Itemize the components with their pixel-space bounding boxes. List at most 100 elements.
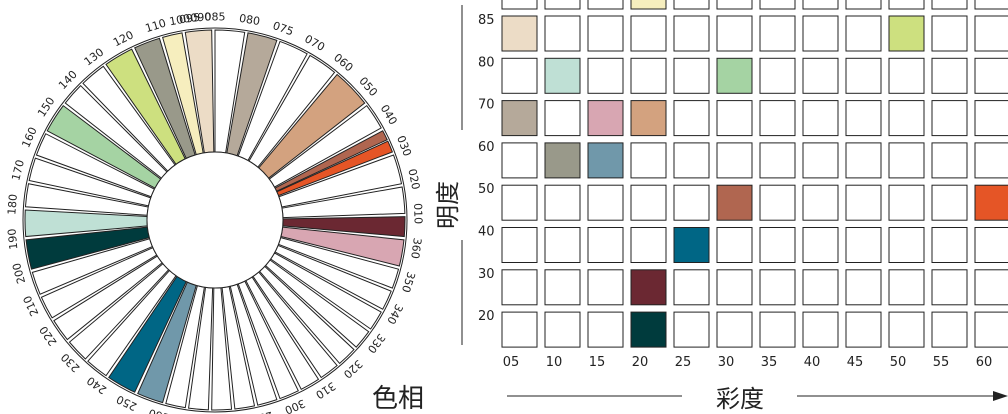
grid-cell xyxy=(931,57,968,94)
row-label: 50 xyxy=(478,182,495,197)
column-label: 35 xyxy=(761,355,778,370)
grid-cell xyxy=(716,184,753,221)
grid-cell xyxy=(931,311,968,348)
grid-cell xyxy=(630,184,667,221)
grid-cell xyxy=(716,311,753,348)
grid-cell xyxy=(759,100,796,137)
grid-cell xyxy=(673,142,710,179)
hue-label: 100 xyxy=(168,12,191,28)
grid-cell xyxy=(544,184,581,221)
hue-label: 110 xyxy=(144,17,168,36)
grid-cell xyxy=(673,184,710,221)
grid-cell xyxy=(845,15,882,52)
hue-wheel: 085 080 0750700600500400300200103603503403… xyxy=(5,10,424,414)
hue-label: 170 xyxy=(9,158,27,182)
grid-cell xyxy=(759,184,796,221)
tone-grid: 明度 85 80 70 60 50 40 30 20 05 10 15 20 25 30 35 40 45 50… xyxy=(434,0,1008,413)
row-label: 20 xyxy=(478,309,495,324)
hue-label: 085 xyxy=(205,11,226,24)
column-label: 10 xyxy=(546,355,563,370)
grid-cell xyxy=(802,57,839,94)
hue-label: 290 xyxy=(250,409,273,414)
hue-label: 250 xyxy=(114,392,139,413)
grid-cell xyxy=(888,57,925,94)
row-label: 70 xyxy=(478,98,495,113)
grid-cell xyxy=(630,57,667,94)
x-axis-arrow-icon xyxy=(993,391,1008,401)
hue-label: 075 xyxy=(271,19,295,38)
hue-label: 160 xyxy=(19,125,39,149)
grid-cell xyxy=(888,269,925,306)
grid-cell xyxy=(501,100,538,137)
hue-label: 350 xyxy=(399,270,418,294)
grid-cell xyxy=(716,0,753,10)
grid-cell xyxy=(888,100,925,137)
hue-label: 300 xyxy=(283,396,307,414)
grid-cell xyxy=(716,227,753,263)
grid-cell xyxy=(759,227,796,263)
grid-cell xyxy=(501,15,538,52)
column-label: 55 xyxy=(933,355,950,370)
grid-cell xyxy=(673,57,710,94)
grid-cell xyxy=(888,0,925,10)
grid-cell xyxy=(630,311,667,348)
row-label: 60 xyxy=(478,140,495,155)
grid-cell xyxy=(544,227,581,263)
grid-cell xyxy=(888,184,925,221)
grid-cell xyxy=(845,142,882,179)
column-label: 30 xyxy=(718,355,735,370)
grid-cell xyxy=(673,311,710,348)
grid-cell xyxy=(802,311,839,348)
grid-cell xyxy=(501,311,538,348)
grid-cell xyxy=(587,269,624,306)
hue-label: 210 xyxy=(21,294,42,319)
grid-cell xyxy=(501,0,538,10)
hue-wheel-center xyxy=(146,151,284,289)
grid-cell xyxy=(630,100,667,137)
grid-cell xyxy=(673,15,710,52)
column-label: 25 xyxy=(675,355,692,370)
hue-label: 090 xyxy=(190,10,212,24)
grid-cell xyxy=(974,142,1008,179)
hue-label: 180 xyxy=(5,193,20,215)
grid-cell xyxy=(587,311,624,348)
grid-cell xyxy=(845,269,882,306)
grid-cell xyxy=(673,0,710,10)
column-label: 45 xyxy=(847,355,864,370)
grid-cell xyxy=(802,0,839,10)
grid-cell xyxy=(673,269,710,306)
grid-cell xyxy=(759,57,796,94)
grid-cell xyxy=(544,100,581,137)
grid-cell xyxy=(845,311,882,348)
grid-cell xyxy=(501,269,538,306)
grid-cell xyxy=(630,227,667,263)
grid-cell xyxy=(974,269,1008,306)
y-axis-title: 明度 xyxy=(434,181,462,229)
grid-cell xyxy=(716,142,753,179)
hue-label: 095 xyxy=(178,11,200,27)
column-label: 50 xyxy=(890,355,907,370)
grid-cell xyxy=(544,269,581,306)
grid-cell xyxy=(716,15,753,52)
hue-label: 020 xyxy=(405,168,422,191)
grid-cell xyxy=(974,184,1008,221)
grid-cell xyxy=(630,0,667,10)
grid-cell xyxy=(802,142,839,179)
grid-cell xyxy=(716,57,753,94)
grid-cell xyxy=(673,100,710,137)
grid-cell xyxy=(544,142,581,179)
hue-label: 120 xyxy=(111,28,136,49)
hue-label: 200 xyxy=(10,261,28,285)
grid-cell xyxy=(931,15,968,52)
grid-cell xyxy=(716,100,753,137)
grid-cell xyxy=(931,100,968,137)
grid-cell xyxy=(888,142,925,179)
grid-cell xyxy=(974,100,1008,137)
grid-cells xyxy=(501,0,1008,348)
grid-cell xyxy=(931,269,968,306)
grid-cell xyxy=(587,227,624,263)
hue-wheel-title: 色相 xyxy=(372,384,424,414)
grid-cell xyxy=(845,57,882,94)
grid-cell xyxy=(587,142,624,179)
grid-cell xyxy=(759,15,796,52)
